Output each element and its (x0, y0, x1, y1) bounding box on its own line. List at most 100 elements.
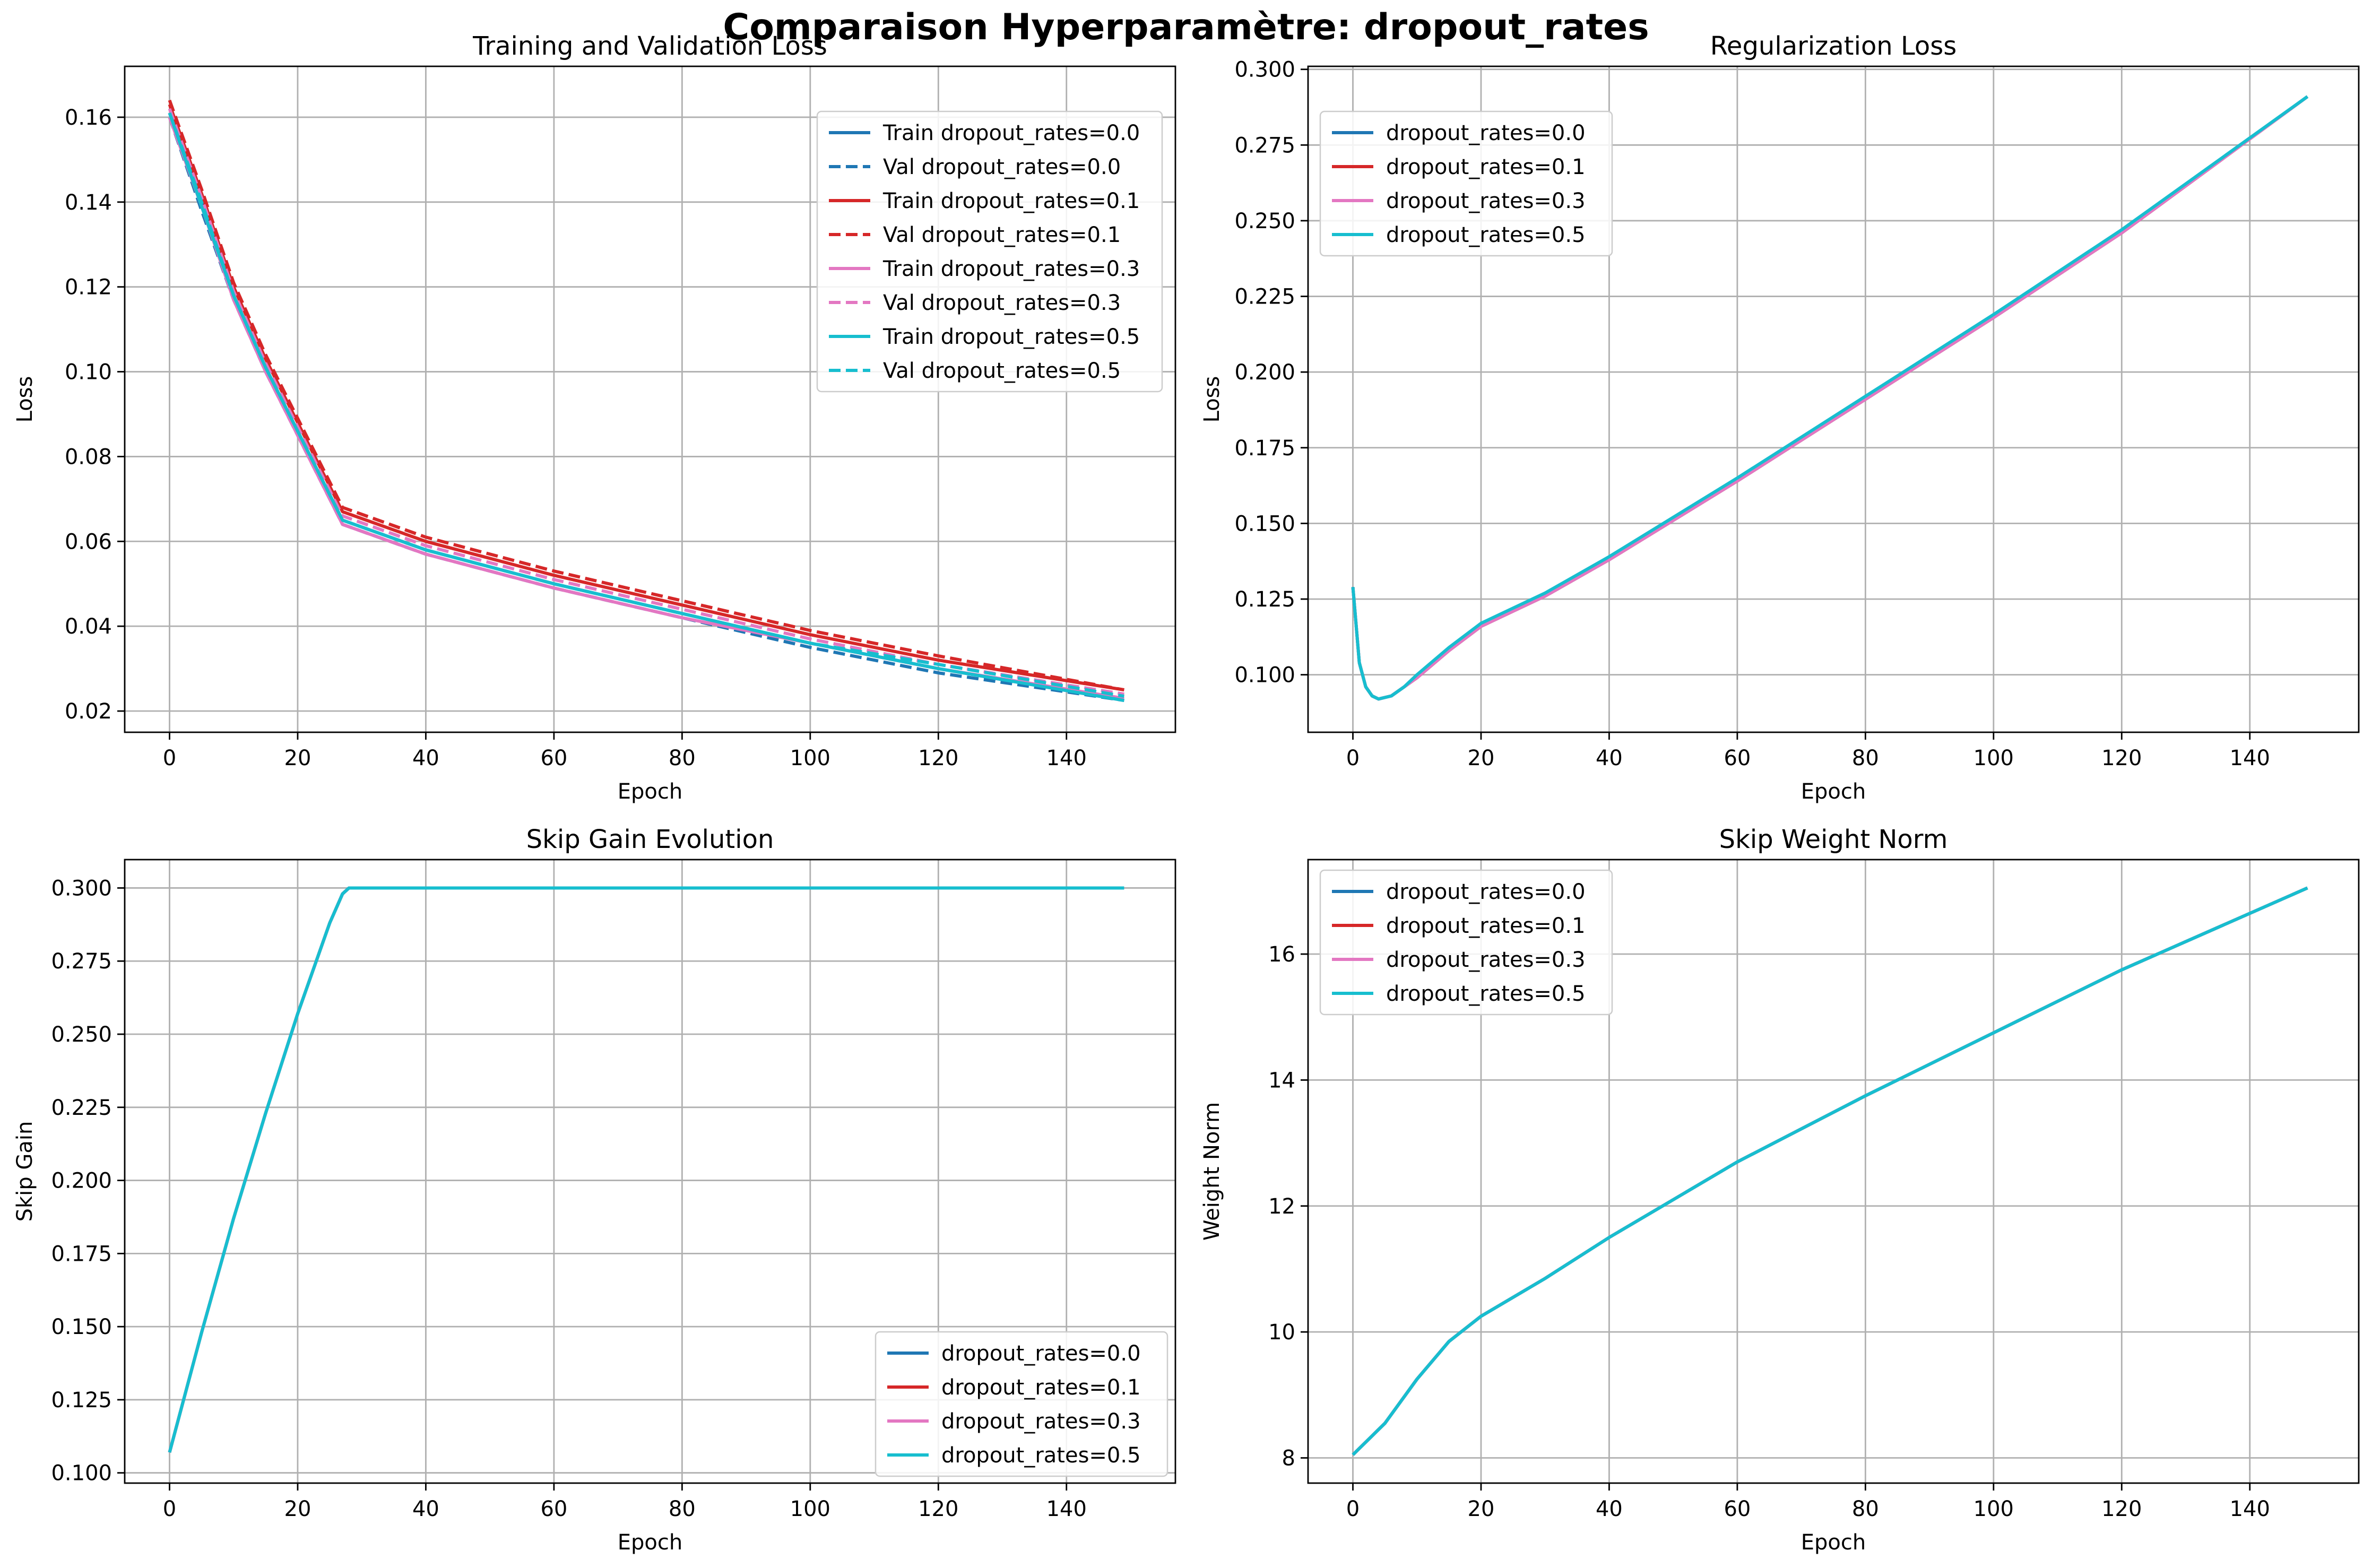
y-tick-label: 0.16 (65, 106, 112, 130)
axes-frame (124, 65, 1176, 733)
series-line-dropout-rates-0-5 (1351, 95, 2309, 701)
y-tick-label: 16 (1268, 942, 1295, 967)
y-tick-label: 0.250 (51, 1023, 112, 1047)
x-tick-label: 80 (669, 746, 696, 770)
subplot-skip-weight-norm: 0 20 40 60 80 100 120 140 8 10 12 14 16 Skip Weight N… (1200, 825, 2360, 1555)
series-line-val-dropout-rates-0-5 (168, 112, 1124, 698)
x-tick-label: 60 (1724, 1497, 1751, 1521)
series-line-dropout-rates-0-5 (1352, 886, 2308, 1456)
y-tick-label: 0.14 (65, 190, 112, 215)
legend-box (1319, 869, 1613, 1016)
y-tick-label: 0.250 (1234, 209, 1295, 233)
x-tick-label: 60 (540, 746, 567, 770)
y-tick-label: 0.275 (51, 949, 112, 974)
axes-frame (1307, 65, 2360, 733)
x-tick-label: 80 (1852, 1497, 1879, 1521)
subplot-training-validation-loss: 0 20 40 60 80 100 120 140 0.02 0.04 0.06 0.08 0.10 0.… (13, 31, 1176, 804)
y-tick-label: 0.150 (51, 1315, 112, 1339)
y-tick-label: 0.06 (65, 530, 112, 554)
x-tick-label: 120 (918, 746, 958, 770)
legend-label: dropout_rates=0.5 (1386, 982, 1586, 1006)
x-axis-label: Epoch (1801, 1530, 1866, 1555)
y-tick-label: 0.02 (65, 699, 112, 724)
legend-label: dropout_rates=0.1 (1386, 914, 1586, 938)
y-tick-label: 0.175 (1234, 436, 1295, 461)
figure-title: Comparaison Hyperparamètre: dropout_rate… (723, 6, 1649, 48)
legend-box (816, 110, 1163, 393)
y-tick-label: 10 (1268, 1320, 1295, 1345)
x-tick-label: 100 (1973, 1497, 2014, 1521)
y-axis-label: Weight Norm (1200, 1102, 1224, 1241)
x-tick-label: 60 (1724, 746, 1751, 770)
x-tick-label: 0 (163, 1497, 176, 1521)
legend-label: dropout_rates=0.5 (941, 1443, 1141, 1468)
x-tick-label: 40 (412, 1497, 439, 1521)
legend-label: dropout_rates=0.1 (941, 1375, 1141, 1400)
y-axis-label: Loss (13, 376, 37, 423)
x-axis-label: Epoch (1801, 779, 1866, 804)
x-tick-label: 80 (669, 1497, 696, 1521)
x-tick-label: 120 (918, 1497, 958, 1521)
legend-box (875, 1331, 1168, 1477)
legend-label: dropout_rates=0.3 (1386, 189, 1586, 213)
x-tick-label: 0 (1346, 1497, 1360, 1521)
y-tick-label: 0.300 (1234, 58, 1295, 82)
y-tick-label: 0.10 (65, 360, 112, 385)
legend-label: dropout_rates=0.0 (1386, 880, 1586, 904)
series-line-val-dropout-rates-0-1 (168, 99, 1124, 692)
x-tick-label: 20 (1468, 746, 1495, 770)
y-tick-label: 0.275 (1234, 133, 1295, 158)
legend-label: Train dropout_rates=0.0 (882, 121, 1140, 145)
x-tick-label: 120 (2101, 1497, 2142, 1521)
x-axis-label: Epoch (618, 779, 682, 804)
y-tick-label: 0.200 (1234, 360, 1295, 385)
subplot-regularization-loss: 0 20 40 60 80 100 120 140 0.100 0.125 0.150 0.175 0.… (1200, 31, 2360, 804)
legend-label: dropout_rates=0.1 (1386, 155, 1586, 179)
x-tick-label: 40 (1596, 746, 1623, 770)
axes-frame (1307, 859, 2360, 1484)
legend-label: dropout_rates=0.3 (941, 1409, 1141, 1434)
axes-frame (124, 859, 1176, 1484)
x-tick-label: 140 (1046, 746, 1087, 770)
y-tick-label: 0.100 (1234, 663, 1295, 688)
x-tick-label: 100 (790, 1497, 830, 1521)
legend-box (1319, 110, 1613, 257)
x-tick-label: 20 (284, 1497, 311, 1521)
series-line-dropout-rates-0-5 (168, 886, 1124, 1453)
y-axis-label: Skip Gain (13, 1121, 37, 1222)
x-tick-label: 100 (790, 746, 830, 770)
legend-label: Train dropout_rates=0.3 (882, 257, 1140, 281)
y-tick-label: 0.12 (65, 275, 112, 300)
x-tick-label: 140 (1046, 1497, 1087, 1521)
legend-label: dropout_rates=0.0 (941, 1341, 1141, 1366)
x-tick-label: 140 (2230, 746, 2270, 770)
x-tick-label: 40 (1596, 1497, 1623, 1521)
y-tick-label: 12 (1268, 1194, 1295, 1219)
x-tick-label: 80 (1852, 746, 1879, 770)
legend-label: dropout_rates=0.5 (1386, 223, 1586, 247)
legend-label: Val dropout_rates=0.3 (883, 291, 1121, 315)
y-tick-label: 0.200 (51, 1169, 112, 1193)
y-tick-label: 0.100 (51, 1461, 112, 1486)
x-tick-label: 0 (1346, 746, 1360, 770)
x-tick-label: 20 (1468, 1497, 1495, 1521)
legend-label: dropout_rates=0.3 (1386, 948, 1586, 972)
subplot-title: Skip Gain Evolution (526, 825, 774, 854)
x-axis-label: Epoch (618, 1530, 682, 1555)
y-tick-label: 0.225 (51, 1096, 112, 1120)
y-axis-label: Loss (1200, 376, 1224, 423)
y-tick-label: 0.04 (65, 614, 112, 639)
legend-label: dropout_rates=0.0 (1386, 121, 1586, 145)
x-tick-label: 60 (540, 1497, 567, 1521)
y-tick-label: 0.08 (65, 445, 112, 469)
x-tick-label: 120 (2101, 746, 2142, 770)
y-tick-label: 0.175 (51, 1242, 112, 1266)
subplot-skip-gain-evolution: 0 20 40 60 80 100 120 140 0.100 0.125 0.150 0.175 0.… (13, 825, 1176, 1555)
x-tick-label: 100 (1973, 746, 2014, 770)
legend-label: Train dropout_rates=0.5 (882, 325, 1140, 349)
legend-label: Val dropout_rates=0.0 (883, 155, 1121, 179)
legend-label: Val dropout_rates=0.5 (883, 359, 1121, 383)
x-tick-label: 140 (2230, 1497, 2270, 1521)
legend-label: Val dropout_rates=0.1 (883, 223, 1121, 247)
